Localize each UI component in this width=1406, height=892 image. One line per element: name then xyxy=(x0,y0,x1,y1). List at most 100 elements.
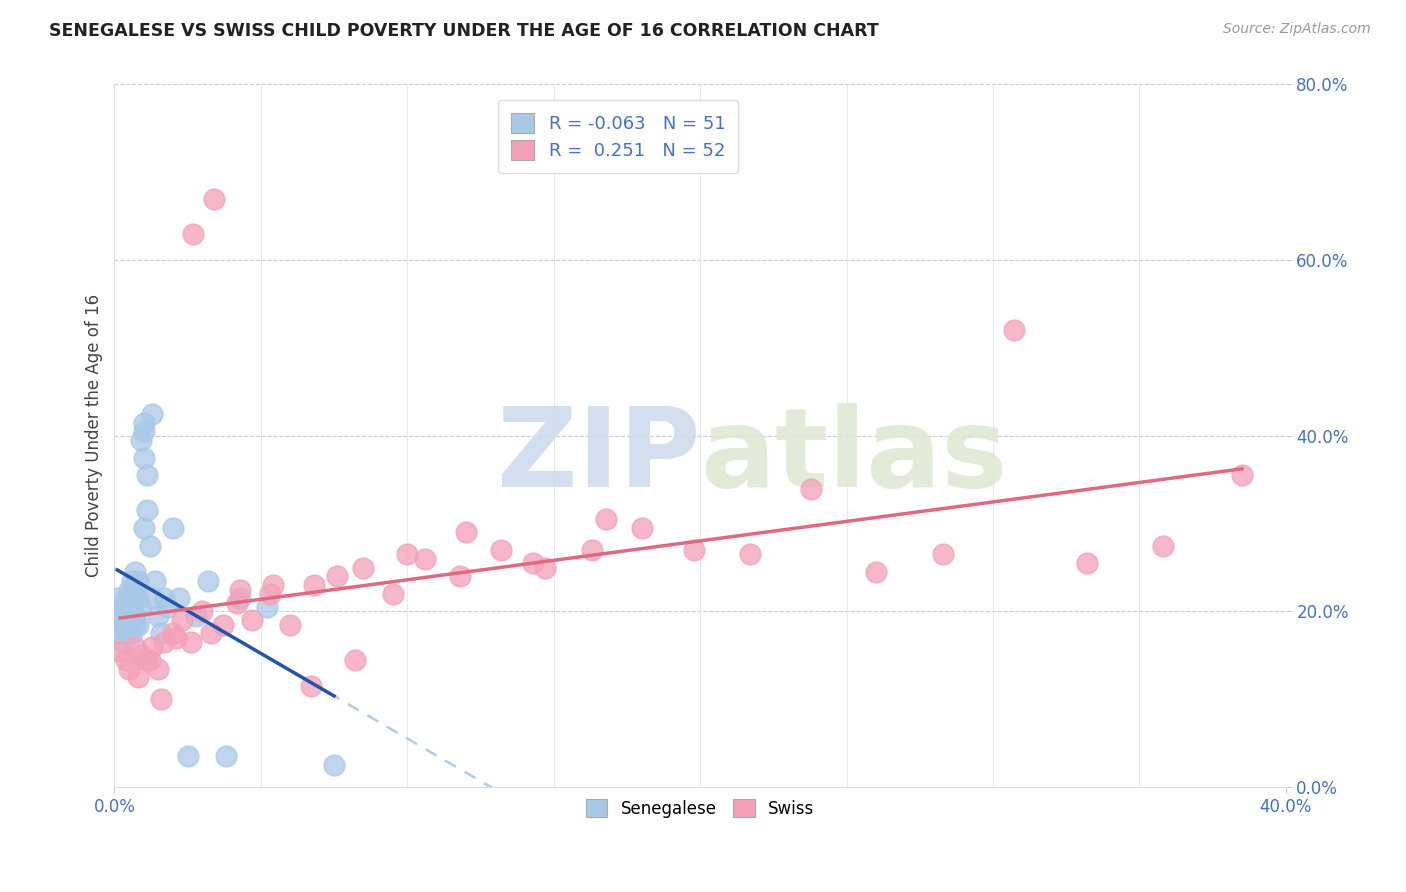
Point xyxy=(162,521,184,535)
Point xyxy=(191,605,214,619)
Point xyxy=(630,521,652,535)
Point xyxy=(413,551,436,566)
Point xyxy=(262,578,284,592)
Point xyxy=(229,591,252,606)
Point xyxy=(150,626,173,640)
Point xyxy=(534,560,557,574)
Point xyxy=(115,653,138,667)
Point xyxy=(112,635,135,649)
Point xyxy=(454,525,477,540)
Point xyxy=(115,591,138,606)
Point xyxy=(180,635,202,649)
Point xyxy=(226,596,249,610)
Point xyxy=(148,662,170,676)
Point xyxy=(352,560,374,574)
Point xyxy=(323,758,346,772)
Point xyxy=(145,574,167,588)
Point xyxy=(153,591,176,606)
Point xyxy=(112,617,135,632)
Point xyxy=(129,433,152,447)
Point xyxy=(124,640,146,654)
Point xyxy=(124,608,146,623)
Point xyxy=(186,608,208,623)
Point xyxy=(138,539,160,553)
Point xyxy=(165,631,187,645)
Point xyxy=(200,626,222,640)
Point xyxy=(256,600,278,615)
Point xyxy=(1002,323,1025,337)
Point xyxy=(132,416,155,430)
Point xyxy=(449,569,471,583)
Point xyxy=(278,617,301,632)
Point xyxy=(129,648,152,663)
Point xyxy=(135,653,157,667)
Point xyxy=(489,543,512,558)
Point xyxy=(110,626,132,640)
Point xyxy=(381,587,404,601)
Point xyxy=(127,670,149,684)
Point xyxy=(127,591,149,606)
Point xyxy=(124,591,146,606)
Point xyxy=(135,468,157,483)
Text: atlas: atlas xyxy=(700,403,1008,510)
Point xyxy=(326,569,349,583)
Point xyxy=(299,679,322,693)
Text: ZIP: ZIP xyxy=(496,403,700,510)
Point xyxy=(865,565,887,579)
Point xyxy=(396,548,419,562)
Point xyxy=(118,608,141,623)
Point xyxy=(118,582,141,597)
Point xyxy=(110,644,132,658)
Point xyxy=(800,482,823,496)
Point xyxy=(132,425,155,439)
Point xyxy=(121,574,143,588)
Point xyxy=(683,543,706,558)
Point xyxy=(129,600,152,615)
Point xyxy=(127,617,149,632)
Point xyxy=(138,653,160,667)
Point xyxy=(118,591,141,606)
Point xyxy=(124,582,146,597)
Point xyxy=(176,749,198,764)
Point xyxy=(215,749,238,764)
Point xyxy=(124,565,146,579)
Point xyxy=(118,662,141,676)
Point xyxy=(153,635,176,649)
Point xyxy=(1230,468,1253,483)
Point xyxy=(738,548,761,562)
Point xyxy=(259,587,281,601)
Point xyxy=(118,617,141,632)
Point xyxy=(118,600,141,615)
Point xyxy=(343,653,366,667)
Point xyxy=(202,192,225,206)
Point xyxy=(156,600,179,615)
Point xyxy=(595,512,617,526)
Point xyxy=(127,574,149,588)
Point xyxy=(121,608,143,623)
Point xyxy=(932,548,955,562)
Point xyxy=(162,626,184,640)
Point xyxy=(141,640,163,654)
Point xyxy=(183,227,205,241)
Point xyxy=(302,578,325,592)
Point xyxy=(141,407,163,421)
Point xyxy=(522,556,544,570)
Point xyxy=(1076,556,1098,570)
Y-axis label: Child Poverty Under the Age of 16: Child Poverty Under the Age of 16 xyxy=(86,294,103,577)
Point xyxy=(581,543,603,558)
Point xyxy=(124,617,146,632)
Point xyxy=(132,450,155,465)
Point xyxy=(121,600,143,615)
Point xyxy=(240,613,263,627)
Point xyxy=(167,591,190,606)
Point xyxy=(105,591,128,606)
Point xyxy=(132,521,155,535)
Point xyxy=(197,574,219,588)
Point xyxy=(112,600,135,615)
Point xyxy=(150,692,173,706)
Point xyxy=(135,503,157,517)
Point xyxy=(115,608,138,623)
Point xyxy=(141,591,163,606)
Point xyxy=(1152,539,1174,553)
Point xyxy=(229,582,252,597)
